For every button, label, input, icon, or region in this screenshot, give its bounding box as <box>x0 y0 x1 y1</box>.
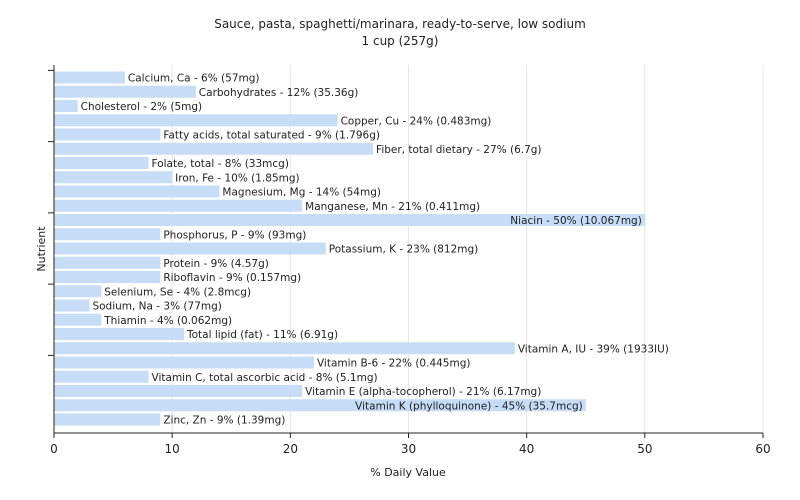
bar <box>54 271 161 283</box>
bar-label: Potassium, K - 23% (812mg) <box>329 244 479 256</box>
bar <box>54 142 374 155</box>
bar <box>54 399 586 412</box>
bar <box>54 342 515 355</box>
bar-label: Phosphorus, P - 9% (93mg) <box>163 229 306 241</box>
bar <box>54 71 125 84</box>
bar <box>54 228 161 241</box>
bars <box>54 71 645 426</box>
x-tick-label: 20 <box>283 442 298 456</box>
chart-subtitle: 1 cup (257g) <box>362 34 439 48</box>
bar <box>54 214 645 226</box>
bar-label: Vitamin B-6 - 22% (0.445mg) <box>317 358 471 370</box>
bar-label: Vitamin C, total ascorbic acid - 8% (5.1… <box>152 372 378 384</box>
bar-label: Folate, total - 8% (33mcg) <box>152 158 289 170</box>
bar-label: Carbohydrates - 12% (35.36g) <box>199 87 359 99</box>
bar <box>54 328 184 340</box>
bar-label: Protein - 9% (4.57g) <box>163 258 269 270</box>
bar-label: Iron, Fe - 10% (1.85mg) <box>175 172 299 184</box>
x-tick-label: 0 <box>50 442 58 456</box>
x-axis-label: % Daily Value <box>370 466 446 479</box>
bar-label: Riboflavin - 9% (0.157mg) <box>163 272 301 284</box>
bar-label: Total lipid (fat) - 11% (6.91g) <box>186 329 338 341</box>
bar-labels: Calcium, Ca - 6% (57mg) Carbohydrates - 1… <box>81 73 669 427</box>
bar-label: Selenium, Se - 4% (2.8mcg) <box>104 286 251 298</box>
bar <box>54 100 78 112</box>
bar-label: Zinc, Zn - 9% (1.39mg) <box>163 415 285 427</box>
x-tick-label: 50 <box>637 442 652 456</box>
bar-label: Vitamin E (alpha-tocopherol) - 21% (6.17… <box>305 386 541 398</box>
bar-label: Niacin - 50% (10.067mg) <box>510 215 642 227</box>
bar <box>54 385 303 397</box>
y-axis-label: Nutrient <box>35 226 48 272</box>
bar <box>54 85 196 98</box>
bar-label: Magnesium, Mg - 14% (54mg) <box>222 187 381 199</box>
bar <box>54 413 161 426</box>
bar-label: Sodium, Na - 3% (77mg) <box>92 301 221 313</box>
y-ticks <box>48 69 54 356</box>
bar <box>54 242 326 255</box>
chart-title: Sauce, pasta, spaghetti/marinara, ready-… <box>214 17 586 31</box>
bar <box>54 370 149 383</box>
x-ticks: 0 10 20 30 40 50 60 <box>50 433 771 456</box>
bar <box>54 299 90 312</box>
x-tick-label: 60 <box>755 442 770 456</box>
bar-label: Manganese, Mn - 21% (0.411mg) <box>305 201 480 213</box>
bar-label: Calcium, Ca - 6% (57mg) <box>128 73 260 85</box>
bar <box>54 256 161 269</box>
grid <box>171 65 764 433</box>
bar <box>54 171 173 184</box>
bar <box>54 114 338 127</box>
bar-label: Thiamin - 4% (0.062mg) <box>103 315 232 327</box>
bar <box>54 285 102 298</box>
bar <box>54 185 220 198</box>
bar-label: Vitamin A, IU - 39% (1933IU) <box>518 343 669 355</box>
x-tick-label: 40 <box>519 442 534 456</box>
x-tick-label: 30 <box>401 442 416 456</box>
bar <box>54 313 102 326</box>
bar <box>54 356 314 369</box>
bar-label: Fiber, total dietary - 27% (6.7g) <box>376 144 541 156</box>
bar <box>54 128 161 141</box>
bar <box>54 199 303 212</box>
bar-label: Copper, Cu - 24% (0.483mg) <box>341 115 492 127</box>
bar-label: Vitamin K (phylloquinone) - 45% (35.7mcg… <box>355 400 583 412</box>
bar <box>54 157 149 169</box>
bar-label: Fatty acids, total saturated - 9% (1.796… <box>163 130 380 142</box>
x-tick-label: 10 <box>165 442 180 456</box>
bar-label: Cholesterol - 2% (5mg) <box>81 101 203 113</box>
